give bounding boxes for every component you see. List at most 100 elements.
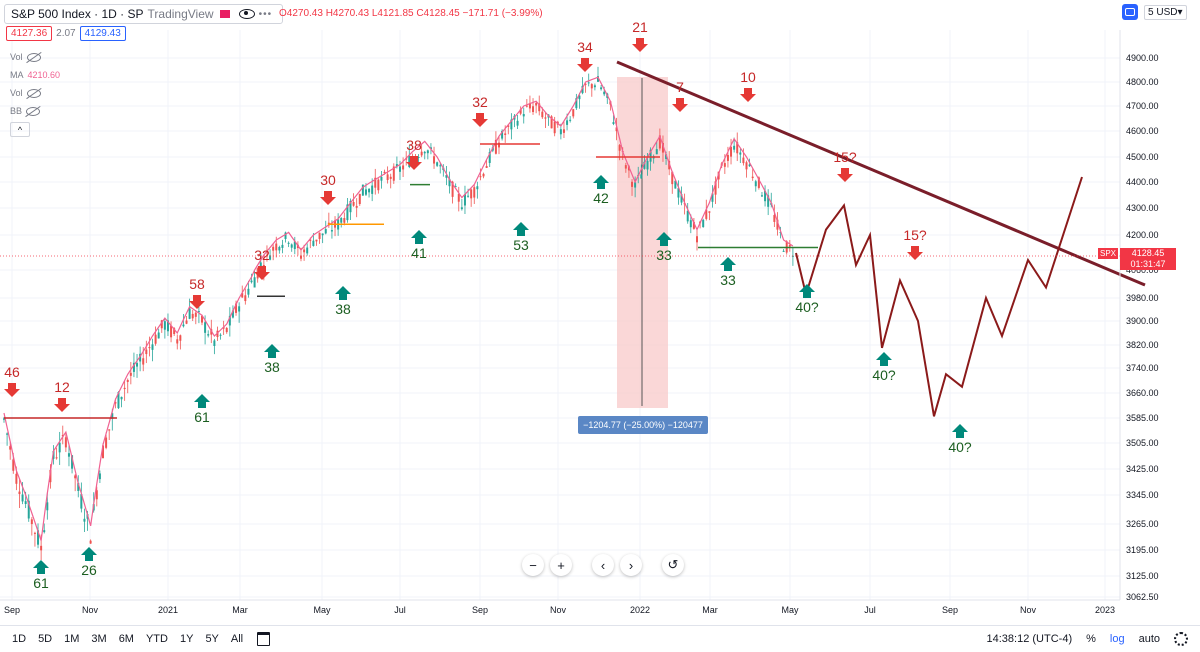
eye-off-icon[interactable] xyxy=(26,88,41,98)
candle-body xyxy=(117,392,120,409)
range-1y[interactable]: 1Y xyxy=(179,633,194,645)
candle-body xyxy=(634,182,637,188)
candle-body xyxy=(170,325,173,338)
zoom-out-button[interactable]: − xyxy=(522,554,544,576)
candle-body xyxy=(482,173,485,177)
ticker-label: SPX xyxy=(1098,248,1118,259)
candle-body xyxy=(711,193,714,202)
more-icon[interactable]: ••• xyxy=(258,8,273,20)
candle-body xyxy=(64,437,67,448)
candle-body xyxy=(300,255,302,259)
bottom-toolbar: 1D 5D 1M 3M 6M YTD 1Y 5Y All 14:38:12 (U… xyxy=(0,625,1200,652)
down-arrow-icon xyxy=(907,246,923,260)
reset-chart-button[interactable]: ↺ xyxy=(662,554,684,576)
candle-body xyxy=(399,166,401,172)
candle-body xyxy=(575,98,578,109)
up-arrow-label: 42 xyxy=(593,190,609,206)
bid-price[interactable]: 4127.36 xyxy=(6,26,53,41)
scroll-right-button[interactable]: › xyxy=(620,554,642,576)
down-arrow-label: 34 xyxy=(577,39,593,55)
price-chart[interactable]: 46 12 58 32 30 38 32 34 21 7 10 15? 15? 61 26 61 38 38 41 5… xyxy=(0,0,1200,625)
candle-body xyxy=(281,244,284,248)
time-tick: Sep xyxy=(472,605,488,615)
time-tick: 2021 xyxy=(158,605,178,615)
indicator-vol[interactable]: Vol xyxy=(10,48,60,66)
candle-body xyxy=(494,139,497,154)
percent-button[interactable]: % xyxy=(1086,633,1096,645)
candle-body xyxy=(705,209,708,219)
range-all[interactable]: All xyxy=(230,633,244,645)
range-3m[interactable]: 3M xyxy=(91,633,107,645)
range-5y[interactable]: 5Y xyxy=(205,633,219,645)
candle-body xyxy=(550,116,553,129)
indicator-label: MA xyxy=(10,70,24,80)
candle-body xyxy=(173,328,176,335)
candle-body xyxy=(748,164,751,167)
currency-select[interactable]: 5 USD▾ xyxy=(1144,4,1187,20)
candle-body xyxy=(58,442,61,453)
candle-body xyxy=(395,164,398,167)
price-tick: 4700.00 xyxy=(1126,101,1159,111)
eye-off-icon[interactable] xyxy=(26,52,41,62)
candle-body xyxy=(37,530,40,545)
candle-body xyxy=(665,154,668,159)
candle-body xyxy=(584,83,587,85)
eye-icon[interactable] xyxy=(238,9,255,19)
candle-body xyxy=(733,145,736,150)
support-resistance-lines xyxy=(4,143,818,419)
collapse-legend-button[interactable]: ^ xyxy=(10,122,30,137)
candle-body xyxy=(74,475,77,479)
range-1d[interactable]: 1D xyxy=(12,633,27,645)
candle-body xyxy=(581,85,584,94)
candle-body xyxy=(24,501,27,505)
candle-body xyxy=(163,321,166,330)
candle-body xyxy=(528,103,531,109)
time-tick: Sep xyxy=(4,605,20,615)
indicator-ma[interactable]: MA 4210.60 xyxy=(10,66,60,84)
range-1m[interactable]: 1M xyxy=(64,633,80,645)
eye-off-icon[interactable] xyxy=(26,106,41,116)
ask-price[interactable]: 4129.43 xyxy=(79,26,126,41)
zoom-in-button[interactable]: + xyxy=(550,554,572,576)
candle-body xyxy=(231,310,234,318)
gear-icon[interactable] xyxy=(1174,632,1188,646)
range-5d[interactable]: 5D xyxy=(38,633,53,645)
indicator-vol-2[interactable]: Vol xyxy=(10,84,60,102)
countdown-value: 01:31:47 xyxy=(1130,259,1166,269)
candle-body xyxy=(191,313,194,319)
range-6m[interactable]: 6M xyxy=(118,633,134,645)
time-scale[interactable]: Sep Nov 2021 Mar May Jul Sep Nov 2022 Mar May Jul Se… xyxy=(0,599,1120,615)
clock-time[interactable]: 14:38:12 (UTC-4) xyxy=(986,633,1073,645)
candle-body xyxy=(448,178,451,187)
candle-body xyxy=(476,186,479,190)
log-button[interactable]: log xyxy=(1109,633,1125,645)
candle-body xyxy=(501,130,504,139)
up-arrow-icon xyxy=(799,284,815,298)
candle-body xyxy=(420,151,423,156)
scroll-left-button[interactable]: ‹ xyxy=(592,554,614,576)
calendar-icon[interactable] xyxy=(257,632,271,646)
candle-body xyxy=(129,372,132,376)
indicator-bb[interactable]: BB xyxy=(10,102,60,120)
candle-body xyxy=(40,545,43,551)
measure-label: −1204.77 (−25.00%) −120477 xyxy=(583,420,703,430)
down-arrow-icon xyxy=(54,398,70,412)
auto-button[interactable]: auto xyxy=(1138,633,1160,645)
compare-icon[interactable] xyxy=(1122,4,1138,20)
candle-body xyxy=(126,379,129,382)
candle-body xyxy=(80,494,83,509)
symbol-info[interactable]: S&P 500 Index · 1D · SP TradingView ••• xyxy=(4,4,284,24)
flag-icon[interactable] xyxy=(219,10,230,18)
candle-body xyxy=(166,320,169,332)
candle-body xyxy=(3,418,5,420)
range-ytd[interactable]: YTD xyxy=(145,633,168,645)
up-arrow-label: 61 xyxy=(194,409,210,425)
candle-body xyxy=(287,242,290,244)
candle-body xyxy=(71,455,74,469)
candle-body xyxy=(33,532,36,534)
candle-body xyxy=(312,240,315,246)
price-scale[interactable]: 4900.00 4800.00 4700.00 4600.00 4500.00 4400.… xyxy=(1119,30,1159,602)
candle-body xyxy=(624,165,627,169)
time-tick: May xyxy=(781,605,799,615)
candle-body xyxy=(426,150,429,154)
